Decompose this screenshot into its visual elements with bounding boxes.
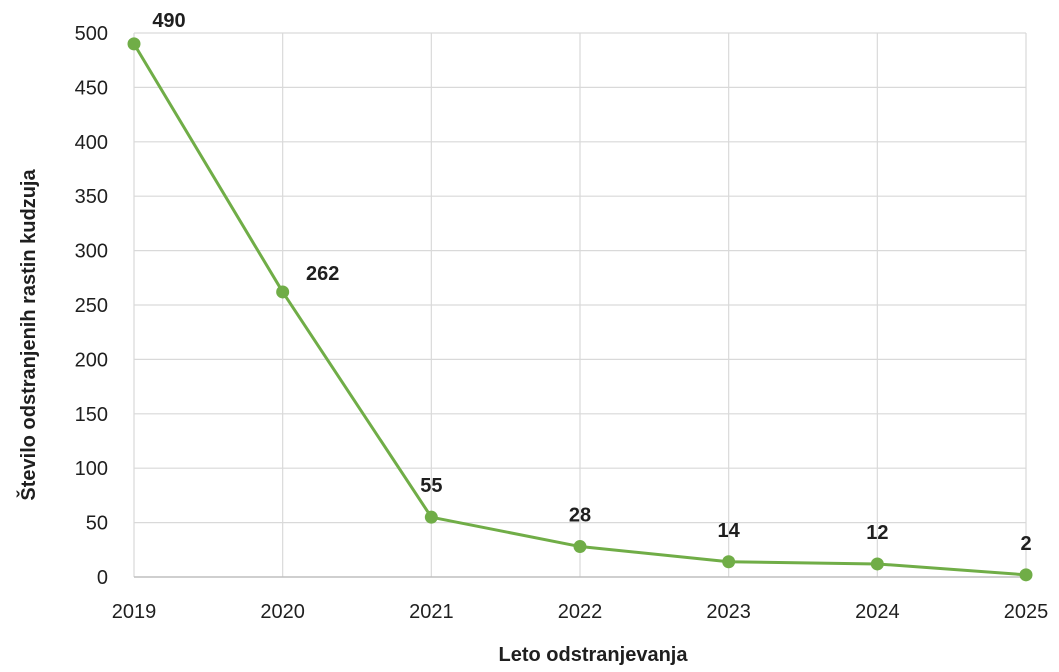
y-tick-label: 100 (75, 458, 108, 480)
y-tick-label: 400 (75, 132, 108, 154)
data-label: 28 (569, 505, 591, 527)
y-tick-label: 150 (75, 404, 108, 426)
data-label: 490 (152, 10, 185, 32)
x-tick-label: 2025 (1004, 601, 1049, 623)
data-point (424, 510, 438, 524)
data-label: 2 (1020, 533, 1031, 555)
y-tick-label: 450 (75, 77, 108, 99)
data-label: 55 (420, 475, 442, 497)
x-tick-label: 2024 (855, 601, 900, 623)
x-tick-label: 2019 (112, 601, 157, 623)
data-label: 12 (866, 522, 888, 544)
x-tick-label: 2023 (706, 601, 751, 623)
data-point (870, 557, 884, 571)
y-tick-label: 50 (86, 513, 108, 535)
data-labels-group: 490 262 55 28 14 12 2 (152, 10, 1031, 555)
y-tick-label: 200 (75, 349, 108, 371)
data-label: 262 (306, 263, 339, 285)
grid-lines (133, 32, 1027, 577)
axes: 0 50 100 150 200 250 300 350 400 450 500 2019 2020 20… (75, 23, 1049, 623)
y-tick-label: 500 (75, 23, 108, 45)
y-tick-label: 0 (97, 567, 108, 589)
data-point (276, 285, 290, 299)
markers-group (127, 37, 1033, 582)
x-tick-label: 2020 (260, 601, 305, 623)
x-tick-label: 2022 (558, 601, 603, 623)
x-axis-title: Leto odstranjevanja (499, 644, 689, 666)
data-label: 14 (718, 520, 741, 542)
x-tick-label: 2021 (409, 601, 454, 623)
data-point (1019, 568, 1033, 582)
y-axis-title: Število odstranjenih rastin kudzuja (16, 169, 40, 501)
y-tick-label: 350 (75, 186, 108, 208)
y-tick-label: 250 (75, 295, 108, 317)
y-tick-label: 300 (75, 241, 108, 263)
data-point (722, 555, 736, 569)
data-point (573, 540, 587, 554)
data-point (127, 37, 141, 51)
